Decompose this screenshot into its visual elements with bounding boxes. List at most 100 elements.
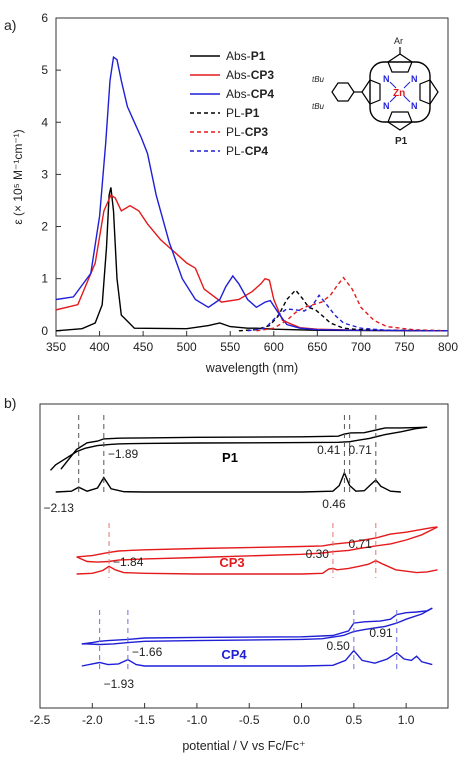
peak-potential-label: −1.93	[104, 677, 135, 691]
x-axis-label: wavelength (nm)	[205, 361, 298, 375]
y-tick-label: 2	[41, 220, 48, 234]
cv-anodic-cp4	[81, 607, 433, 646]
x-tick-label: -1.0	[187, 713, 208, 727]
peak-potential-label: 0.50	[326, 639, 350, 653]
nitrogen-label-br: N	[411, 101, 418, 111]
zn-bond-2	[403, 81, 411, 89]
cv-cathodic-cp3	[76, 526, 438, 558]
tbu-label-bottom: tBu	[312, 102, 325, 111]
tbu-label-top: tBu	[312, 75, 325, 84]
peak-potential-label: −1.84	[113, 555, 144, 569]
legend-compound: P1	[251, 49, 266, 63]
zn-bond-3	[389, 95, 397, 103]
cv-anodic-cp3	[76, 526, 438, 563]
x-tick-label: 600	[264, 340, 284, 354]
x-axis-label: potential / V vs Fc/Fc⁺	[182, 739, 305, 753]
zinc-label: Zn	[393, 88, 405, 99]
peak-potential-label: −1.89	[108, 447, 139, 461]
y-tick-label: 3	[41, 167, 48, 181]
dpv-p1	[55, 470, 401, 493]
pyrrole-ring-left	[361, 79, 381, 105]
y-tick-label: 0	[41, 324, 48, 338]
legend-entry: Abs-CP3	[226, 68, 274, 82]
legend-prefix: Abs-	[226, 49, 251, 63]
aryl-label: Ar	[394, 36, 403, 46]
porphyrin-core-outline	[369, 61, 431, 123]
series-line-abs-cp4	[56, 55, 448, 332]
plot-frame	[39, 403, 449, 709]
x-tick-label: 700	[351, 340, 371, 354]
legend-prefix: Abs-	[226, 87, 251, 101]
y-axis-label: ε (× 10⁵ M⁻¹cm⁻¹)	[11, 129, 25, 224]
peak-potential-label: 0.30	[306, 547, 330, 561]
nitrogen-label-tr: N	[411, 74, 418, 84]
x-tick-label: 400	[90, 340, 110, 354]
series-line-abs-p1	[56, 187, 448, 332]
x-tick-label: 350	[46, 340, 66, 354]
x-tick-label: 1.0	[398, 713, 415, 727]
panel-a-chart: 350 400 450 500 550 600 650 700 750 800 0 1 2 3 4 5 6 wav…	[11, 11, 458, 375]
legend-compound: CP4	[251, 87, 275, 101]
x-tick-label: 650	[307, 340, 327, 354]
series-line-pl-cp3	[256, 276, 448, 332]
peak-potential-label: 0.71	[348, 537, 372, 551]
phenyl-ring	[331, 82, 355, 102]
y-tick-label: 1	[41, 272, 48, 286]
compound-label-cp3: CP3	[219, 555, 244, 570]
legend-compound: CP3	[251, 68, 275, 82]
legend-entry: PL-P1	[226, 106, 260, 120]
series-line-pl-cp4	[247, 294, 448, 332]
legend-prefix: PL-	[226, 144, 245, 158]
peak-potential-label: 0.41	[317, 443, 341, 457]
panel-b-chart: -2.5 -2.0 -1.5 -1.0 -0.5 0.0 0.5 1.0 potential /…	[30, 403, 449, 753]
legend-entry: PL-CP3	[226, 125, 268, 139]
x-tick-label: -1.5	[134, 713, 155, 727]
plot-frame	[55, 17, 449, 337]
porphyrin-structure: N N N N Zn Ar tBu tBu P1	[312, 36, 439, 147]
y-tick-label: 6	[41, 11, 48, 25]
legend-compound: CP3	[245, 125, 269, 139]
x-tick-label: 750	[394, 340, 414, 354]
dpv-cp4	[81, 649, 433, 667]
x-tick-label: 0.5	[346, 713, 363, 727]
nitrogen-label-bl: N	[383, 101, 390, 111]
legend-compound: CP4	[245, 144, 269, 158]
x-tick-label: 550	[220, 340, 240, 354]
legend-prefix: PL-	[226, 125, 245, 139]
x-tick-label: -2.5	[30, 713, 51, 727]
x-tick-label: -0.5	[239, 713, 260, 727]
cv-cathodic-p1	[60, 426, 428, 470]
x-tick-label: 0.0	[293, 713, 310, 727]
x-tick-label: 500	[177, 340, 197, 354]
panel-b-label: b)	[4, 395, 16, 411]
legend-prefix: Abs-	[226, 68, 251, 82]
peak-potential-label: 0.46	[322, 497, 346, 511]
compound-label-cp4: CP4	[221, 647, 247, 662]
cv-cathodic-cp4	[81, 607, 433, 645]
legend-entry: Abs-P1	[226, 49, 266, 63]
y-tick-label: 4	[41, 115, 48, 129]
peak-potential-label: −1.66	[132, 645, 163, 659]
legend-compound: P1	[245, 106, 260, 120]
nitrogen-label-tl: N	[383, 74, 390, 84]
legend-entry: Abs-CP4	[226, 87, 274, 101]
zn-bond-1	[389, 81, 397, 89]
series-line-abs-cp3	[56, 194, 448, 332]
zn-bond-4	[403, 95, 411, 103]
y-tick-label: 5	[41, 63, 48, 77]
x-tick-label: -2.0	[82, 713, 103, 727]
panel-a-label: a)	[4, 17, 16, 33]
pyrrole-ring-right	[419, 79, 439, 105]
legend-prefix: PL-	[226, 106, 245, 120]
compound-label-p1: P1	[222, 450, 238, 465]
peak-potential-label: −2.13	[44, 501, 75, 515]
pyrrole-ring-top	[387, 53, 413, 73]
peak-potential-label: 0.71	[348, 443, 372, 457]
series-line-pl-p1	[238, 289, 448, 332]
x-tick-label: 450	[133, 340, 153, 354]
pyrrole-ring-bottom	[387, 111, 413, 131]
legend-entry: PL-CP4	[226, 144, 268, 158]
peak-potential-label: 0.91	[369, 626, 393, 640]
